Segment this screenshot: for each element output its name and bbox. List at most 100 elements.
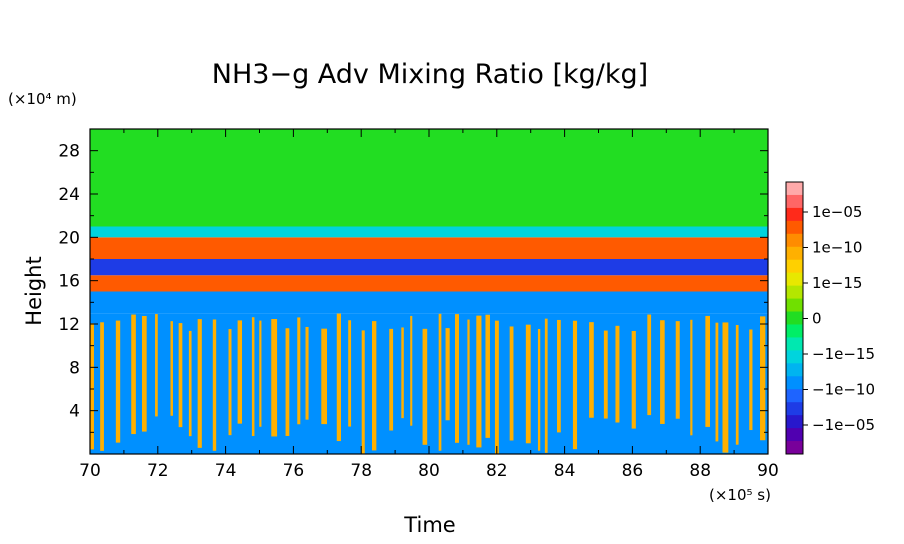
heatmap-area <box>90 129 768 454</box>
heatmap-streak <box>615 325 620 423</box>
x-unit-label: (×10⁵ s) <box>709 486 771 504</box>
heatmap-band <box>90 291 768 314</box>
heatmap-streak <box>90 323 94 450</box>
x-tick-label: 76 <box>283 461 305 481</box>
x-tick-label: 90 <box>757 461 779 481</box>
y-tick-label: 20 <box>58 228 80 248</box>
x-tick-label: 74 <box>215 461 237 481</box>
heatmap-streak <box>631 330 636 429</box>
heatmap-streak <box>760 316 766 441</box>
colorbar-tick-label: 1e−05 <box>812 203 862 221</box>
heatmap-streak <box>455 314 459 443</box>
heatmap-band <box>90 226 768 238</box>
colorbar-tick-label: 1e−10 <box>812 239 862 257</box>
heatmap-streak <box>537 329 541 451</box>
y-tick-label: 8 <box>69 358 80 378</box>
heatmap-streak <box>749 329 753 431</box>
heatmap-streak <box>572 320 578 450</box>
colorbar-segment <box>786 311 803 325</box>
x-tick-label: 80 <box>418 461 440 481</box>
heatmap-streak <box>115 320 121 443</box>
colorbar-segment <box>786 428 803 442</box>
heatmap-streak <box>271 319 278 437</box>
x-tick-label: 78 <box>350 461 372 481</box>
heatmap-streak <box>675 321 680 419</box>
colorbar-segment <box>786 246 803 261</box>
heatmap-band <box>90 275 768 292</box>
heatmap-streak <box>170 321 173 416</box>
y-tick-label: 16 <box>58 272 80 292</box>
heatmap-streak <box>251 317 255 436</box>
heatmap-streak <box>336 313 341 442</box>
colorbar-labels: 1e−05 1e−10 1e−15 0 −1e−15 −1e−10 −1e−05 <box>803 203 875 434</box>
colorbar-segment <box>786 182 803 196</box>
heatmap-streak <box>100 322 104 451</box>
colorbar-segment <box>786 259 803 274</box>
heatmap-streak <box>372 321 377 451</box>
heatmap-streak <box>297 317 301 425</box>
heatmap-streak <box>228 329 232 436</box>
colorbar-segment <box>786 272 803 287</box>
heatmap-band <box>90 259 768 276</box>
heatmap-streak <box>361 330 365 454</box>
y-tick-label: 28 <box>58 142 80 162</box>
heatmap-streak <box>476 315 482 448</box>
heatmap-streak <box>131 314 136 435</box>
heatmap-streak <box>735 325 739 445</box>
colorbar-tick-label: 1e−15 <box>812 274 862 292</box>
heatmap-streak <box>237 320 243 424</box>
heatmap-streak <box>544 318 548 453</box>
y-tick-label: 12 <box>58 315 80 335</box>
heatmap-band-base <box>90 313 768 454</box>
colorbar <box>785 181 804 455</box>
heatmap-streak <box>305 326 309 420</box>
x-tick-label: 82 <box>486 461 508 481</box>
heatmap-streak <box>178 323 183 428</box>
colorbar-segment <box>786 324 803 338</box>
colorbar-tick-label: 0 <box>812 310 822 328</box>
heatmap-streak <box>438 313 442 451</box>
heatmap-streak <box>348 320 352 427</box>
heatmap-streak <box>188 330 192 437</box>
heatmap-streak <box>494 320 499 454</box>
heatmap-streak <box>603 330 608 419</box>
heatmap-streak <box>401 327 404 419</box>
heatmap-streak <box>467 319 470 445</box>
heatmap-streak <box>422 328 428 445</box>
colorbar-tick-label: −1e−05 <box>812 416 875 434</box>
heatmap-streak <box>557 319 561 433</box>
heatmap-streak <box>525 324 531 444</box>
heatmap-streak <box>509 326 514 441</box>
heatmap-streak <box>259 320 262 427</box>
colorbar-segment <box>786 220 803 235</box>
colorbar-segment <box>786 285 803 300</box>
heatmap-streak <box>485 314 490 438</box>
heatmap-streak <box>589 322 594 418</box>
colorbar-segment <box>786 389 803 403</box>
chart-title: NH3−g Adv Mixing Ratio [kg/kg] <box>212 59 648 90</box>
heatmap-streak <box>212 319 217 451</box>
heatmap-band <box>90 129 768 227</box>
colorbar-tick-label: −1e−10 <box>812 381 875 399</box>
heatmap-streak <box>197 319 202 448</box>
heatmap-streak <box>155 314 158 417</box>
colorbar-segment <box>786 363 803 377</box>
heatmap-streak <box>715 322 719 442</box>
heatmap-streak <box>690 319 693 436</box>
heatmap-streak <box>660 320 665 424</box>
heatmap-streak <box>445 328 450 421</box>
colorbar-tick-label: −1e−15 <box>812 345 875 363</box>
x-tick-label: 72 <box>147 461 169 481</box>
colorbar-segment <box>786 207 803 222</box>
x-axis-label: Time <box>403 513 455 537</box>
y-axis: 4 8 12 16 20 24 28 <box>58 142 768 433</box>
heatmap-streak <box>722 322 729 453</box>
heatmap-band <box>90 237 768 259</box>
colorbar-segment <box>786 233 803 248</box>
colorbar-segment <box>786 298 803 313</box>
x-axis: 70 72 74 76 78 80 82 84 86 88 90 <box>79 129 779 481</box>
y-axis-label: Height <box>22 256 46 325</box>
colorbar-segment <box>786 350 803 364</box>
heatmap-streak <box>321 328 328 425</box>
